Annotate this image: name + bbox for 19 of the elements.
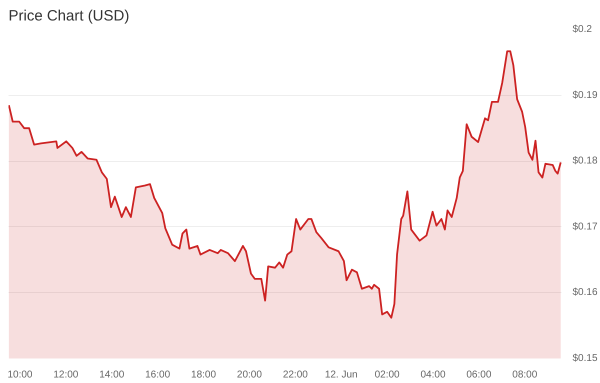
x-tick-label: 22:00 xyxy=(282,370,308,380)
x-tick-label: 14:00 xyxy=(99,370,125,380)
y-tick-label: $0.18 xyxy=(572,156,598,167)
x-tick-label: 02:00 xyxy=(374,370,400,380)
x-tick-label: 08:00 xyxy=(512,370,538,380)
x-tick-label: 12. Jun xyxy=(324,370,358,380)
x-tick-label: 12:00 xyxy=(53,370,79,380)
x-tick-label: 20:00 xyxy=(236,370,262,380)
y-tick-label: $0.16 xyxy=(572,287,598,298)
x-tick-label: 10:00 xyxy=(7,370,33,380)
chart-title: Price Chart (USD) xyxy=(8,8,130,24)
y-tick-label: $0.2 xyxy=(572,24,592,35)
x-tick-label: 06:00 xyxy=(466,370,492,380)
y-tick-label: $0.17 xyxy=(572,221,598,232)
x-tick-label: 04:00 xyxy=(420,370,446,380)
y-tick-label: $0.15 xyxy=(572,353,598,364)
y-tick-label: $0.19 xyxy=(572,90,598,101)
x-tick-label: 16:00 xyxy=(145,370,171,380)
x-tick-label: 18:00 xyxy=(191,370,216,380)
